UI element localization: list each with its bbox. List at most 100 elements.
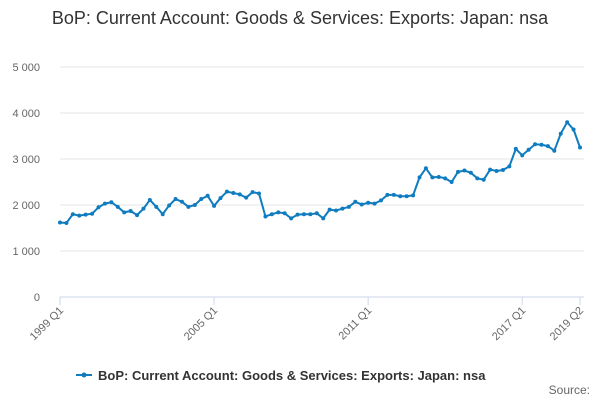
point — [321, 216, 326, 221]
point — [308, 212, 313, 217]
source: Source: — [549, 383, 590, 397]
point — [250, 190, 255, 195]
point — [366, 200, 371, 205]
point — [558, 131, 563, 136]
point — [90, 211, 95, 216]
point — [135, 213, 140, 218]
point — [340, 206, 345, 211]
point — [462, 168, 467, 173]
point — [244, 195, 249, 200]
point — [378, 198, 383, 203]
point — [83, 212, 88, 217]
point — [423, 166, 428, 171]
point — [282, 211, 287, 216]
y-tick-label: 5 000 — [12, 62, 40, 74]
point — [276, 210, 281, 215]
point — [269, 212, 274, 217]
point — [520, 153, 525, 158]
y-tick-label: 3 000 — [12, 154, 40, 166]
y-tick-label: 1 000 — [12, 246, 40, 258]
point — [385, 192, 390, 197]
point — [128, 208, 133, 213]
point — [436, 174, 441, 179]
point — [391, 192, 396, 197]
y-tick-label: 4 000 — [12, 108, 40, 120]
point — [263, 214, 268, 219]
point — [122, 210, 127, 215]
point — [77, 213, 82, 218]
point — [513, 146, 518, 151]
point — [115, 204, 120, 209]
point — [301, 212, 306, 217]
point — [346, 204, 351, 209]
point — [58, 220, 62, 225]
point — [404, 194, 409, 199]
point — [545, 144, 550, 149]
point — [353, 199, 358, 204]
point — [456, 169, 461, 174]
point — [398, 194, 403, 199]
point — [147, 197, 152, 202]
y-tick-label: 2 000 — [12, 200, 40, 212]
point — [430, 175, 435, 180]
point — [533, 142, 538, 147]
point — [500, 168, 505, 173]
legend-marker — [81, 372, 87, 378]
point — [578, 145, 582, 150]
point — [218, 196, 223, 201]
point — [488, 167, 493, 172]
x-tick-label: 2011 Q1 — [337, 305, 375, 343]
point — [173, 197, 178, 202]
point — [571, 127, 576, 132]
point — [417, 175, 422, 180]
point — [481, 177, 486, 182]
point — [494, 168, 499, 173]
point — [109, 200, 114, 205]
point — [507, 164, 512, 169]
point — [334, 208, 339, 213]
point — [411, 193, 416, 198]
y-tick-label: 0 — [34, 292, 40, 304]
point — [565, 120, 570, 125]
point — [314, 211, 319, 216]
point — [64, 220, 69, 225]
point — [359, 202, 364, 207]
point — [539, 142, 544, 147]
x-tick-label: 2019 Q2 — [548, 305, 586, 343]
point — [141, 206, 146, 211]
point — [231, 191, 236, 196]
x-tick-label: 2017 Q1 — [490, 305, 528, 343]
point — [289, 216, 294, 221]
series-line — [59, 120, 581, 224]
chart-title: BoP: Current Account: Goods & Services: … — [51, 8, 549, 28]
point — [443, 176, 448, 181]
point — [205, 193, 210, 198]
point — [237, 192, 242, 197]
x-tick-label: 1999 Q1 — [28, 305, 66, 343]
point — [468, 170, 473, 175]
point — [552, 148, 557, 153]
x-tick-label: 2005 Q1 — [182, 305, 220, 343]
point — [179, 199, 184, 204]
point — [224, 189, 229, 194]
point — [257, 191, 262, 196]
point — [160, 212, 165, 217]
point — [327, 207, 332, 212]
point — [372, 201, 377, 206]
point — [102, 201, 107, 206]
point — [167, 203, 172, 208]
point — [186, 204, 191, 209]
point — [449, 180, 454, 184]
legend-label: BoP: Current Account: Goods & Services: … — [98, 368, 486, 383]
point — [154, 204, 159, 209]
point — [526, 147, 531, 152]
point — [475, 176, 480, 181]
point — [199, 197, 204, 202]
point — [70, 212, 75, 217]
point — [192, 203, 197, 207]
point — [212, 203, 217, 208]
point — [96, 205, 101, 210]
point — [295, 212, 300, 217]
